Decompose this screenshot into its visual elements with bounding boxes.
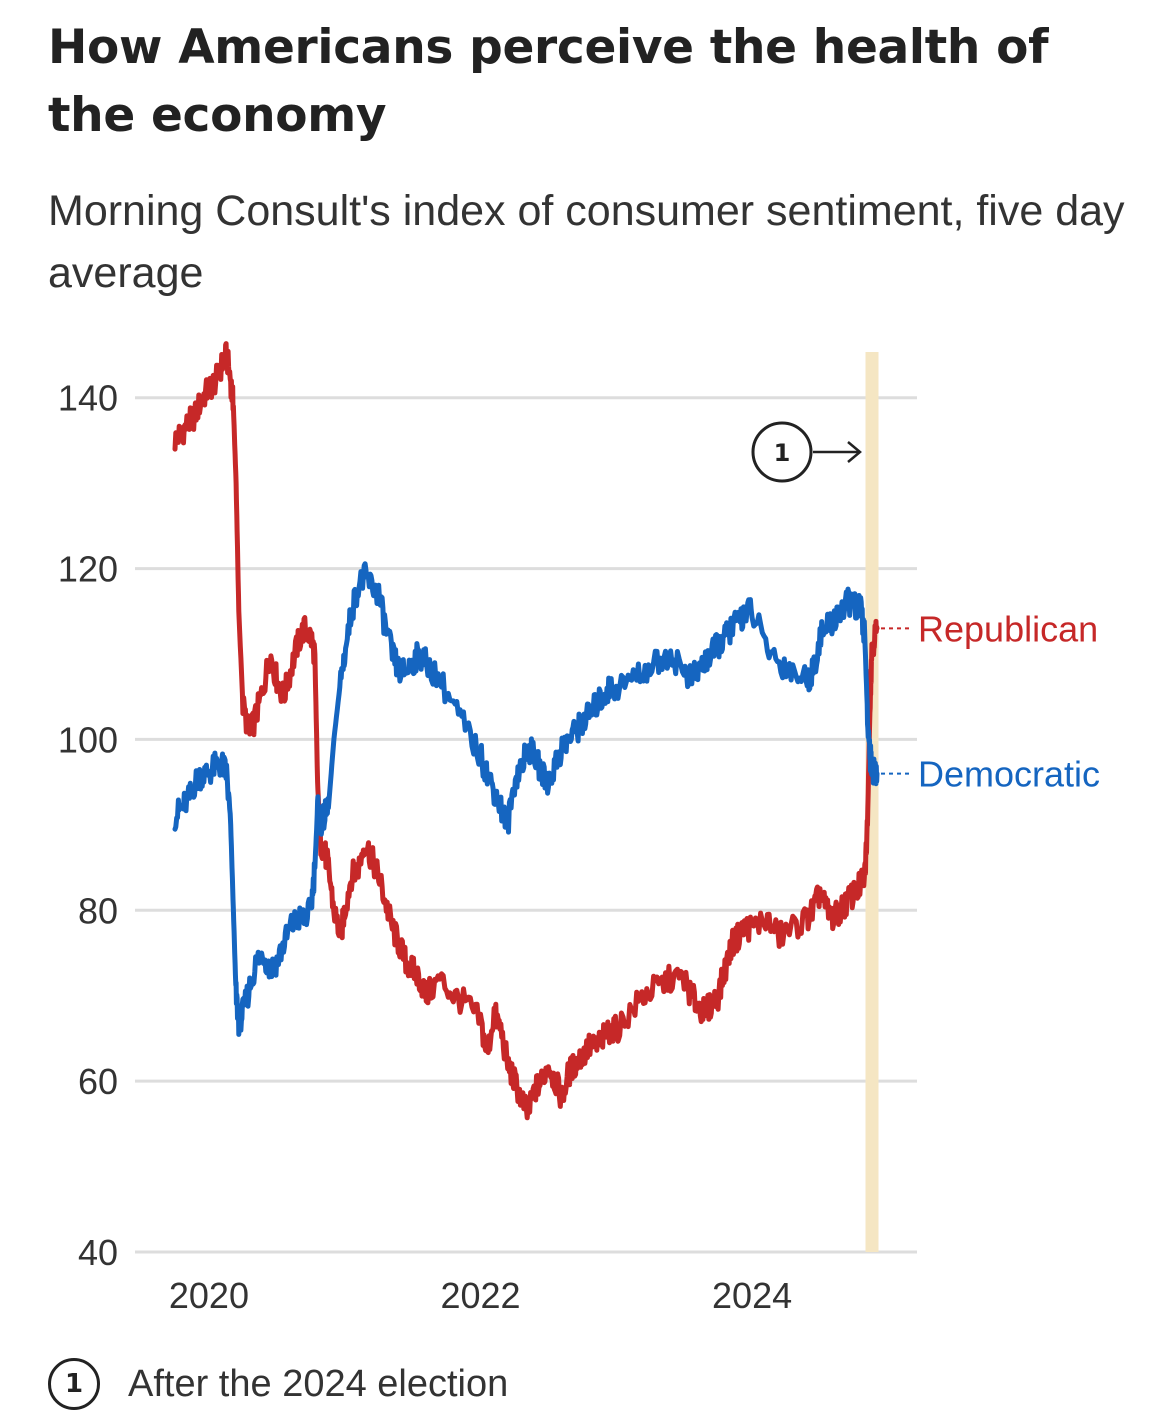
footnote-text: After the 2024 election [128,1362,509,1405]
x-tick-label: 2020 [169,1275,249,1316]
post-election-highlight-band [865,352,879,1252]
annotation-marker-circle [751,421,813,483]
y-axis-tick-labels: 40 60 80 100 120 140 [58,378,118,1273]
chart-title: How Americans perceive the health of the… [48,20,1049,143]
x-tick-label: 2024 [712,1275,792,1316]
arrow-right-icon [813,441,862,463]
series-line-republican [172,341,880,1121]
annotation-marker-number: 1 [774,439,791,467]
y-tick-label: 60 [78,1061,118,1102]
series-label-republican: Republican [918,608,1098,649]
x-axis-tick-labels: 2020 2022 2024 [169,1275,792,1316]
series-end-labels: Republican Democratic [881,608,1100,795]
y-tick-label: 140 [58,378,118,419]
chart-subtitle: Morning Consult's index of consumer sent… [48,187,1125,297]
series-lines [172,341,880,1121]
annotation-callout: 1 [751,421,862,483]
y-tick-label: 80 [78,890,118,931]
series-label-democratic: Democratic [918,754,1100,795]
y-tick-label: 100 [58,719,118,760]
footnote: 1 After the 2024 election [48,1356,508,1412]
footnote-marker: 1 [48,1358,100,1410]
x-tick-label: 2022 [440,1275,520,1316]
gridlines [135,396,917,1254]
series-line-democratic [172,561,880,1037]
y-tick-label: 40 [78,1232,118,1273]
y-tick-label: 120 [58,549,118,590]
